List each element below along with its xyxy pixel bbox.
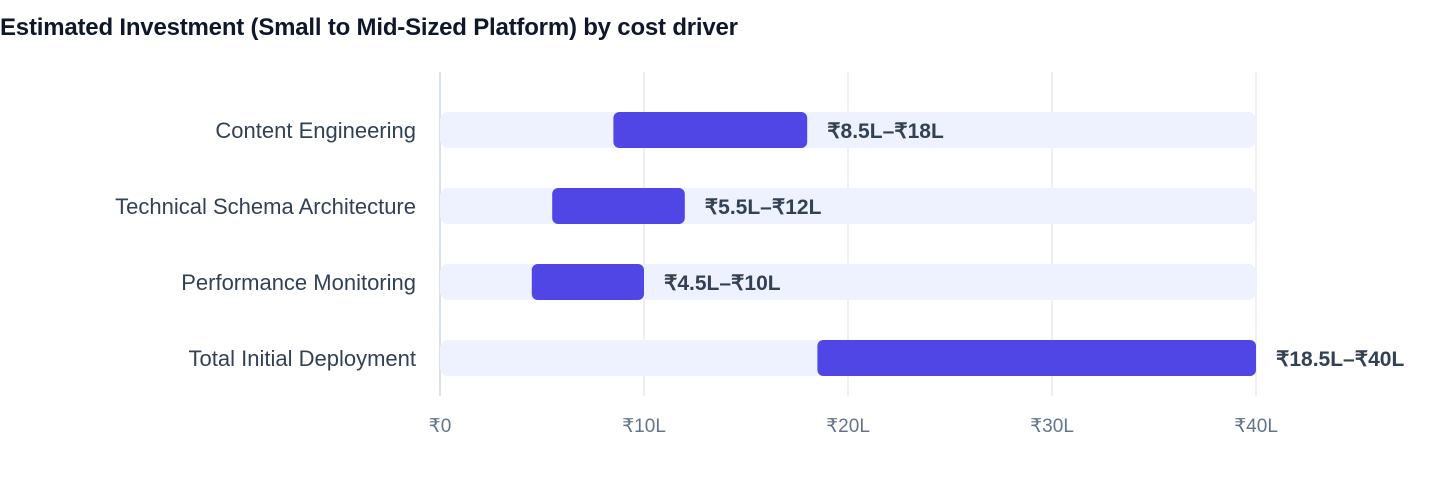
category-label: Content Engineering xyxy=(215,118,416,143)
range-bar xyxy=(531,264,644,300)
x-tick-label: ₹10L xyxy=(622,416,666,437)
x-tick-label: ₹30L xyxy=(1030,416,1074,437)
range-bar xyxy=(613,112,808,148)
bar-layer xyxy=(531,112,1256,376)
x-tick-label: ₹0 xyxy=(429,416,452,437)
value-label: ₹4.5L–₹10L xyxy=(664,272,781,295)
label-layer: Content Engineering ₹8.5L–₹18L Technical S… xyxy=(115,118,1404,371)
category-label: Performance Monitoring xyxy=(181,270,416,295)
value-label: ₹8.5L–₹18L xyxy=(827,120,944,143)
category-label: Total Initial Deployment xyxy=(189,346,416,371)
range-bar xyxy=(552,188,685,224)
value-label: ₹5.5L–₹12L xyxy=(705,196,822,219)
range-bar xyxy=(817,340,1256,376)
x-axis: ₹0 ₹10L ₹20L ₹30L ₹40L xyxy=(429,416,1278,437)
chart-title: Estimated Investment (Small to Mid-Sized… xyxy=(0,14,738,41)
x-tick-label: ₹20L xyxy=(826,416,870,437)
x-tick-label: ₹40L xyxy=(1234,416,1278,437)
category-label: Technical Schema Architecture xyxy=(115,194,416,219)
value-label: ₹18.5L–₹40L xyxy=(1276,348,1404,371)
